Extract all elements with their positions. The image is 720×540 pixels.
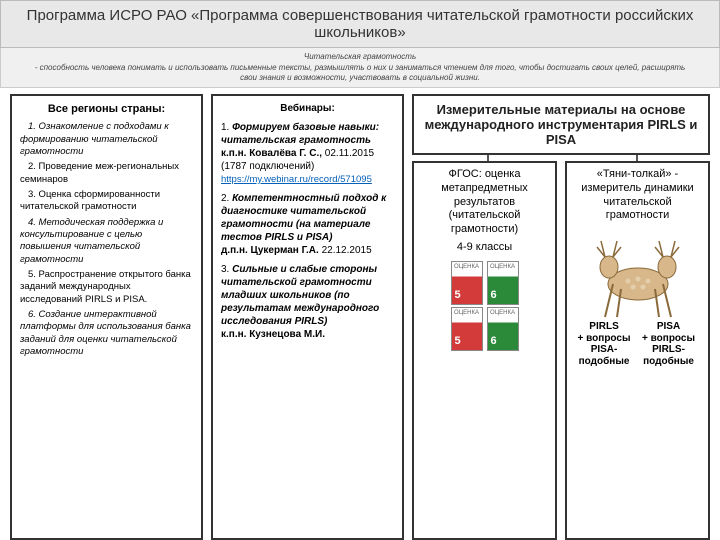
column-webinars: Вебинары: 1. Формируем базовые навыки: ч… [211,94,404,540]
book-cover: ОЦЕНКА5 [451,261,483,305]
webinar-title: Сильные и слабые стороны читательской гр… [221,264,379,327]
subtitle-heading: Читательская грамотность [31,52,689,62]
book-row: ОЦЕНКА5 ОЦЕНКА6 [420,307,549,351]
webinar-author: д.п.н. Цукерман Г.А. [221,245,319,256]
webinar-item: 2. Компетентностный подход к диагностике… [221,192,394,257]
pushpull-text: «Тяни-толкай» - измеритель динамики чита… [573,168,702,223]
webinar-author: к.п.н. Ковалёва Г. С., [221,148,322,159]
book-cover: ОЦЕНКА6 [487,307,519,351]
webinar-date: 22.12.2015 [322,245,372,256]
pirls-pisa-labels: PIRLS + вопросы PISA-подобные PISA + воп… [573,321,702,367]
fgos-box: ФГОС: оценка метапредметных результатов … [412,161,557,540]
webinar-title: Формируем базовые навыки: читательская г… [221,122,379,146]
book-cover: ОЦЕНКА5 [451,307,483,351]
regions-item: 1. Ознакомление с подходами к формирован… [20,121,193,158]
webinar-title: Компетентностный подход к диагностике чи… [221,193,386,243]
webinar-author: к.п.н. Кузнецова М.И. [221,329,325,340]
subtitle-definition: Читательская грамотность - способность ч… [0,48,720,88]
webinars-heading: Вебинары: [221,102,394,115]
book-cover: ОЦЕНКА6 [487,261,519,305]
regions-item: 3. Оценка сформированности читательской … [20,189,193,214]
pushpull-box: «Тяни-толкай» - измеритель динамики чита… [565,161,710,540]
regions-item: 5. Распространение открытого банка задан… [20,269,193,306]
subtitle-body: - способность человека понимать и исполь… [35,63,685,82]
regions-item: 6. Создание интерактивной платформы для … [20,309,193,358]
fgos-text: ФГОС: оценка метапредметных результатов … [420,168,549,237]
book-row: ОЦЕНКА5 ОЦЕНКА6 [420,261,549,305]
webinar-link[interactable]: https://my.webinar.ru/record/571095 [221,174,372,185]
main-columns: Все регионы страны: 1. Ознакомление с по… [0,88,720,540]
deer-icon [583,229,693,319]
regions-heading: Все регионы страны: [20,102,193,116]
webinar-item: 3. Сильные и слабые стороны читательской… [221,263,394,341]
regions-item: 2. Проведение меж-региональных семинаров [20,161,193,186]
column-regions: Все регионы страны: 1. Ознакомление с по… [10,94,203,540]
materials-header: Измерительные материалы на основе междун… [412,94,710,155]
fgos-grades: 4-9 классы [420,241,549,255]
program-title: Программа ИСРО РАО «Программа совершенст… [0,0,720,48]
column-materials: Измерительные материалы на основе междун… [412,94,710,540]
regions-item: 4. Методическая поддержка и консультиров… [20,217,193,266]
webinar-item: 1. Формируем базовые навыки: читательска… [221,121,394,186]
